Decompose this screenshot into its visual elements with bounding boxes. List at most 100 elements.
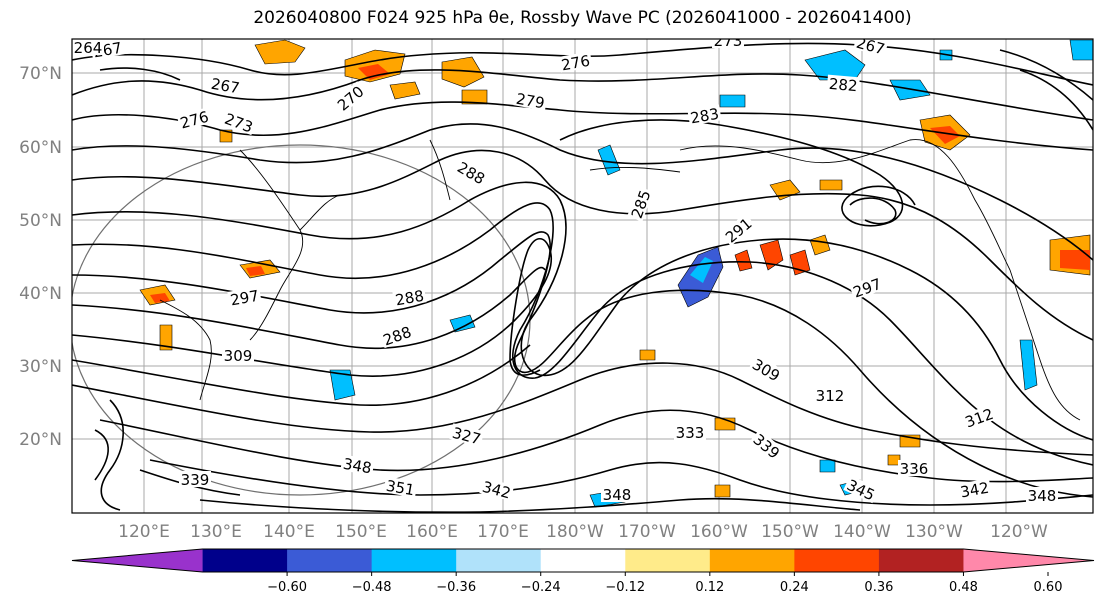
contour-label: 309 — [224, 347, 253, 365]
theta-e-contours — [72, 42, 1093, 513]
longitude-label: 120°W — [990, 522, 1048, 542]
colorbar-extension-high — [963, 549, 1094, 572]
contour-label-background — [340, 454, 375, 476]
longitude-label: 160°W — [690, 522, 748, 542]
contour-label-background — [1026, 487, 1058, 503]
contour-label: 339 — [181, 471, 210, 489]
colorbar-tick-label: −0.60 — [267, 580, 307, 595]
contour-label: 297 — [229, 287, 260, 310]
map-title: 2026040800 F024 925 hPa θe, Rossby Wave … — [253, 8, 912, 28]
contour-label-background — [383, 476, 418, 498]
contour-label-background — [513, 89, 548, 111]
latitude-label: 70°N — [19, 64, 62, 84]
contour-label: 288 — [394, 287, 425, 310]
longitude-label: 140°E — [263, 522, 315, 542]
longitude-label: 160°E — [406, 522, 458, 542]
colorbar-segment — [540, 549, 626, 572]
contour-label-background — [221, 109, 257, 136]
colorbar-tick-label: −0.24 — [521, 580, 561, 595]
latitude-label: 60°N — [19, 138, 62, 158]
contour-label: 264 — [74, 39, 103, 57]
contour-label-background — [392, 286, 427, 308]
contour-label-background — [898, 460, 930, 476]
contour-label-background — [179, 471, 211, 487]
contour-label: 312 — [816, 387, 845, 405]
contour-label-background — [814, 387, 846, 403]
contour-label: 276 — [560, 52, 591, 75]
colorbar-segment — [456, 549, 542, 572]
contour-label-background — [720, 213, 756, 247]
contour-label-background — [449, 423, 485, 447]
longitude-label: 170°W — [618, 522, 676, 542]
contour-label-background — [379, 322, 415, 349]
contour-label-background — [961, 404, 997, 431]
contour-label-background — [674, 424, 706, 440]
longitude-label: 150°E — [335, 522, 387, 542]
longitude-label: 150°W — [761, 522, 819, 542]
colorbar-segment — [709, 549, 795, 572]
contour-label: 348 — [342, 455, 373, 478]
colorbar: −0.60 −0.48 −0.36 −0.24 −0.12 0.12 0.24 0.36 0.4… — [71, 548, 1095, 595]
longitude-label: 120°E — [118, 522, 170, 542]
colorbar-segment — [371, 549, 457, 572]
latitude-label: 50°N — [19, 211, 62, 231]
contour-label-background — [627, 186, 654, 222]
contour-label-background — [957, 478, 992, 500]
colorbar-tick-label: 0.12 — [695, 580, 724, 595]
contour-label: 342 — [959, 479, 990, 502]
colorbar-segment — [202, 549, 288, 572]
contour-label-background — [453, 157, 490, 188]
longitude-label: 170°E — [477, 522, 529, 542]
contour-label: 351 — [385, 477, 416, 500]
latitude-label: 40°N — [19, 284, 62, 304]
contour-label-background — [72, 39, 104, 55]
colorbar-segment — [625, 549, 711, 572]
contour-label: 279 — [515, 90, 546, 113]
latitude-label: 30°N — [19, 357, 62, 377]
longitude-label: 180°W — [546, 522, 604, 542]
contour-label: 267 — [210, 75, 241, 98]
colorbar-tick-label: −0.12 — [605, 580, 645, 595]
colorbar-tick-label: 0.60 — [1034, 580, 1063, 595]
colorbar-segment — [287, 549, 373, 572]
contour-label-background — [176, 107, 212, 131]
colorbar-extension-low — [72, 549, 203, 572]
colorbar-tick-label: 0.48 — [949, 580, 978, 595]
latitude-labels: 70°N 60°N 50°N 40°N 30°N 20°N — [19, 64, 62, 450]
contour-label: 283 — [689, 105, 720, 128]
contour-label-background — [601, 486, 633, 502]
contour-label-background — [227, 286, 262, 308]
longitude-label: 130°E — [190, 522, 242, 542]
contour-label: 336 — [900, 460, 929, 478]
contour-label-background — [826, 74, 860, 94]
contour-label-background — [222, 347, 254, 363]
contour-label: 282 — [828, 75, 858, 95]
colorbar-tick-label: −0.48 — [352, 580, 392, 595]
contour-label: 333 — [676, 424, 705, 442]
contour-label-background — [208, 74, 243, 96]
contour-label-background — [749, 429, 785, 463]
contour-label-background — [843, 475, 880, 504]
contour-label-background — [687, 104, 722, 126]
longitude-labels: 120°E 130°E 140°E 150°E 160°E 170°E 180°W 170°W… — [118, 522, 1048, 542]
contour-label-background — [332, 81, 368, 115]
longitude-label: 140°W — [833, 522, 891, 542]
colorbar-outline — [71, 548, 1095, 573]
colorbar-tick-label: 0.24 — [780, 580, 809, 595]
contour-label: 348 — [1028, 487, 1057, 505]
contour-label-background — [712, 39, 744, 48]
longitude-label: 130°W — [905, 522, 963, 542]
colorbar-tick-label: −0.36 — [436, 580, 476, 595]
contour-label-background — [849, 274, 885, 301]
colorbar-tick-label: 0.36 — [864, 580, 893, 595]
map-frame — [71, 38, 1094, 514]
contour-label-background — [479, 477, 515, 501]
coastlines — [159, 139, 1081, 421]
contour-label-background — [558, 51, 593, 73]
contour-label-background — [748, 354, 785, 385]
shaded-anomalies — [139, 39, 1093, 508]
colorbar-segment — [794, 549, 880, 572]
colorbar-segment — [878, 549, 964, 572]
